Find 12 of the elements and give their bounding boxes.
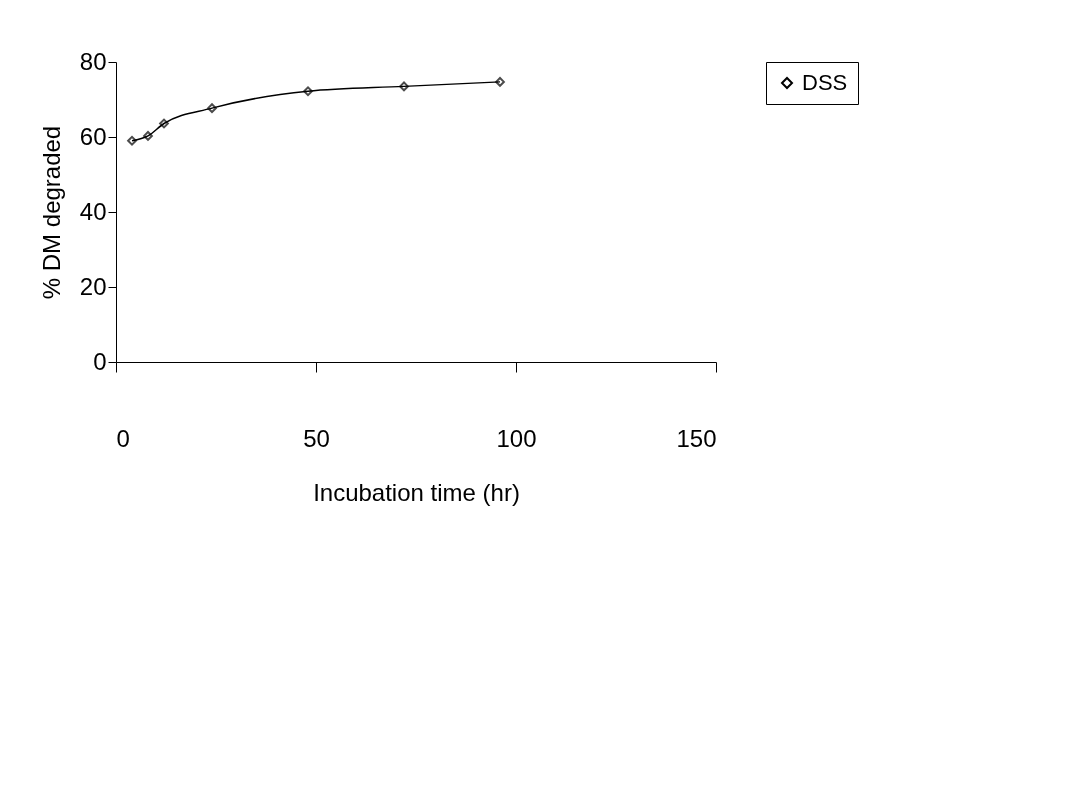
y-tick-label: 0 — [93, 347, 107, 375]
x-tick-label: 50 — [303, 424, 330, 452]
y-axis-title: % DM degraded — [37, 125, 65, 300]
y-tick-label: 60 — [79, 122, 107, 150]
y-tick-label: 40 — [79, 197, 107, 225]
y-tick-label: 20 — [79, 272, 107, 300]
y-tick-label: 80 — [79, 47, 107, 75]
x-axis-title: Incubation time (hr) — [313, 478, 520, 506]
x-tick-label: 150 — [676, 424, 717, 452]
x-tick-label: 100 — [496, 424, 537, 452]
x-tick-label: 0 — [116, 424, 130, 452]
legend-label: DSS — [802, 70, 848, 95]
